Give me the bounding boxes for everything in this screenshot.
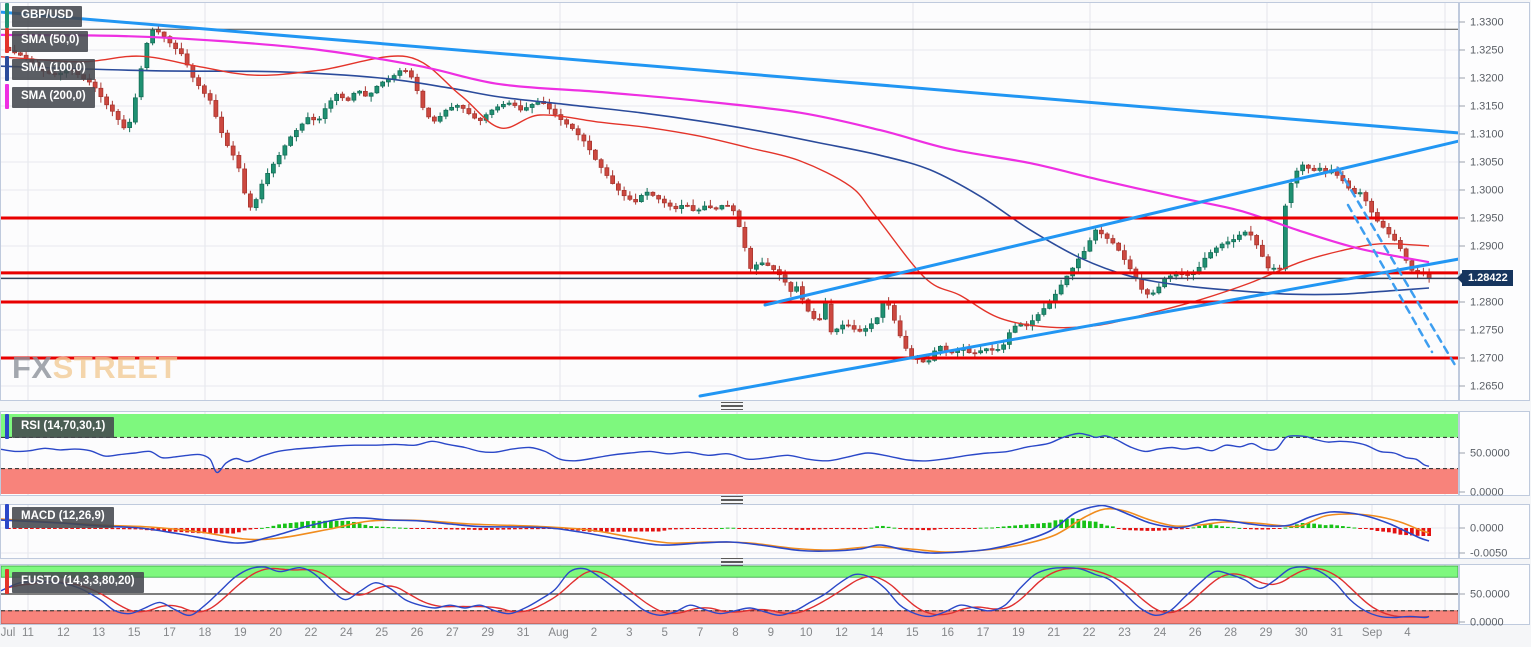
svg-text:19: 19: [1012, 627, 1025, 639]
svg-text:17: 17: [163, 627, 176, 639]
svg-text:Jul: Jul: [1, 627, 16, 639]
svg-text:29: 29: [1260, 627, 1273, 639]
svg-text:27: 27: [446, 627, 459, 639]
svg-text:1.3300: 1.3300: [1470, 17, 1504, 29]
svg-text:31: 31: [517, 627, 530, 639]
svg-text:15: 15: [128, 627, 141, 639]
svg-text:15: 15: [906, 627, 919, 639]
svg-text:26: 26: [1189, 627, 1202, 639]
fusto-legend[interactable]: FUSTO (14,3,3,80,20): [12, 572, 144, 593]
svg-text:1.3250: 1.3250: [1470, 45, 1504, 57]
svg-text:10: 10: [800, 627, 813, 639]
svg-text:1.2950: 1.2950: [1470, 213, 1504, 225]
svg-text:19: 19: [234, 627, 247, 639]
svg-text:1.3100: 1.3100: [1470, 129, 1504, 141]
panel-resize-handle[interactable]: [721, 558, 743, 566]
rsi-axis: 50.0000 0.0000: [1459, 448, 1510, 499]
main-price-panel: [1, 10, 1458, 398]
svg-text:20: 20: [269, 627, 282, 639]
sma-200-swatch: [5, 84, 9, 109]
svg-text:28: 28: [1224, 627, 1237, 639]
svg-text:Aug: Aug: [548, 627, 568, 639]
svg-text:5: 5: [661, 627, 667, 639]
time-axis: Jul 11 12 13 15 17 18 19 20 22 24 25 26 27 29 31 Aug 2 3 5 7…: [1, 627, 1412, 639]
svg-text:1.3200: 1.3200: [1470, 73, 1504, 85]
svg-text:22: 22: [305, 627, 318, 639]
svg-text:16: 16: [941, 627, 954, 639]
panel-resize-handle[interactable]: [721, 496, 743, 504]
rsi-legend[interactable]: RSI (14,70,30,1): [12, 417, 115, 438]
svg-text:2: 2: [591, 627, 597, 639]
svg-text:9: 9: [768, 627, 774, 639]
svg-text:31: 31: [1330, 627, 1343, 639]
svg-text:1.3050: 1.3050: [1470, 157, 1504, 169]
svg-text:1.2750: 1.2750: [1470, 325, 1504, 337]
sma-50-swatch: [5, 28, 9, 53]
panel-resize-handle[interactable]: [721, 402, 743, 410]
stoch-axis: 50.0000 0.0000: [1459, 589, 1510, 629]
svg-text:0.0000: 0.0000: [1470, 523, 1504, 535]
svg-text:50.0000: 50.0000: [1470, 589, 1510, 601]
svg-text:24: 24: [340, 627, 353, 639]
svg-text:21: 21: [1047, 627, 1060, 639]
svg-text:18: 18: [198, 627, 211, 639]
svg-text:12: 12: [57, 627, 70, 639]
svg-text:4: 4: [1404, 627, 1411, 639]
fusto-swatch: [5, 569, 9, 594]
svg-text:29: 29: [481, 627, 494, 639]
macd-swatch: [5, 504, 9, 529]
svg-text:17: 17: [977, 627, 990, 639]
svg-text:3: 3: [626, 627, 632, 639]
svg-text:-0.0050: -0.0050: [1470, 548, 1507, 560]
current-price-tag: 1.28422: [1457, 269, 1513, 286]
rsi-panel: [1, 414, 1458, 494]
svg-text:1.3150: 1.3150: [1470, 101, 1504, 113]
legend-item-sma-50[interactable]: SMA (50,0): [12, 31, 89, 52]
svg-text:30: 30: [1295, 627, 1308, 639]
svg-text:12: 12: [835, 627, 848, 639]
svg-text:13: 13: [92, 627, 105, 639]
svg-text:8: 8: [732, 627, 738, 639]
svg-text:50.0000: 50.0000: [1470, 448, 1510, 460]
svg-text:25: 25: [375, 627, 388, 639]
svg-text:11: 11: [22, 627, 34, 639]
svg-text:22: 22: [1083, 627, 1096, 639]
legend-item-sma-200[interactable]: SMA (200,0): [12, 87, 95, 108]
sma-100-swatch: [5, 56, 9, 81]
legend-item-symbol[interactable]: GBP/USD: [12, 6, 83, 27]
svg-text:1.2650: 1.2650: [1470, 381, 1504, 393]
svg-text:1.3000: 1.3000: [1470, 185, 1504, 197]
macd-axis: 0.0000 -0.0050: [1459, 523, 1507, 560]
candles: [6, 26, 1432, 365]
symbol-swatch: [5, 3, 9, 28]
rsi-swatch: [5, 414, 9, 439]
svg-text:1.2800: 1.2800: [1470, 297, 1504, 309]
svg-text:1.2900: 1.2900: [1470, 241, 1504, 253]
macd-legend[interactable]: MACD (12,26,9): [12, 507, 114, 528]
svg-text:26: 26: [411, 627, 424, 639]
svg-text:0.0000: 0.0000: [1470, 487, 1504, 499]
legend-item-sma-100[interactable]: SMA (100,0): [12, 59, 95, 80]
svg-text:0.0000: 0.0000: [1470, 617, 1504, 629]
stoch-panel: [1, 565, 1458, 624]
svg-text:14: 14: [870, 627, 883, 639]
current-price-value: 1.28422: [1468, 271, 1508, 284]
macd-panel: [1, 505, 1458, 554]
svg-text:23: 23: [1118, 627, 1131, 639]
svg-text:24: 24: [1153, 627, 1166, 639]
svg-text:Sep: Sep: [1362, 627, 1382, 639]
svg-text:7: 7: [697, 627, 703, 639]
svg-text:1.2700: 1.2700: [1470, 353, 1504, 365]
